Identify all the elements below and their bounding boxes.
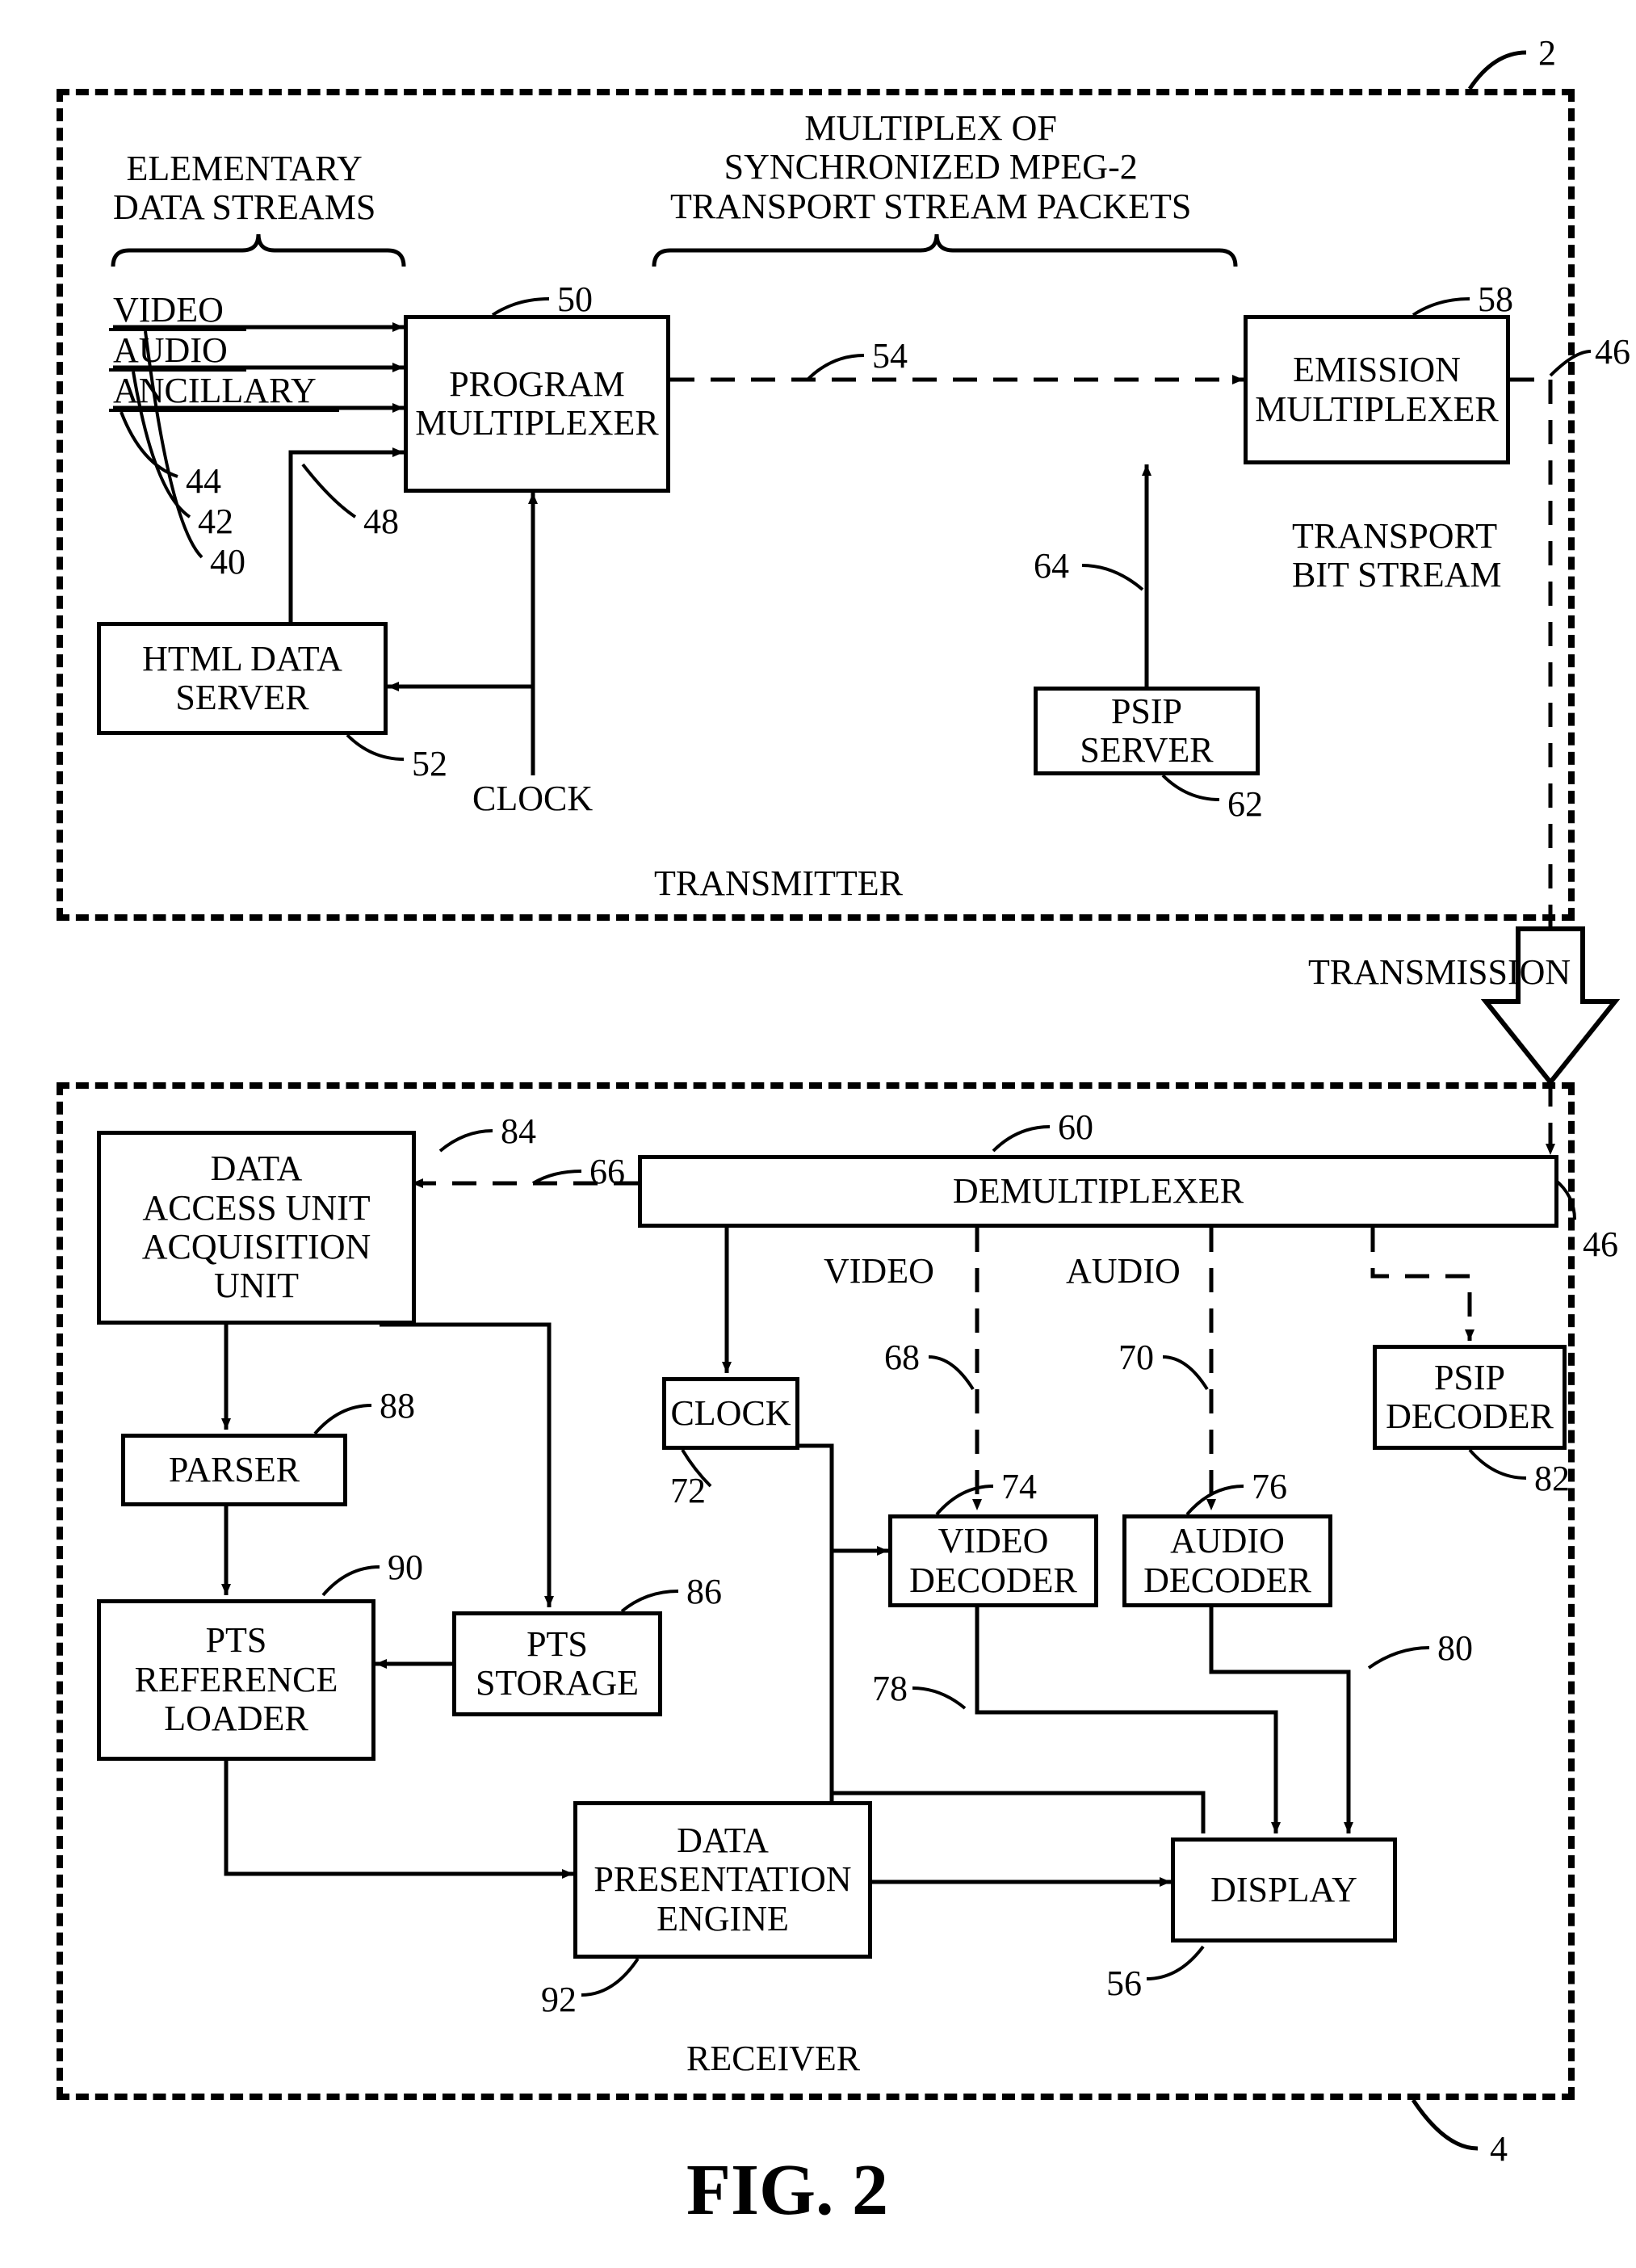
psip-server-label: PSIP SERVER (1080, 692, 1213, 771)
ref-76: 76 (1252, 1466, 1287, 1507)
parser-block: PARSER (121, 1434, 347, 1506)
receiver-title: RECEIVER (686, 2039, 860, 2078)
psip-decoder-block: PSIP DECODER (1373, 1345, 1567, 1450)
ref-62: 62 (1227, 783, 1263, 825)
demux-audio-label: AUDIO (1066, 1252, 1181, 1291)
emission-mux-label: EMISSION MULTIPLEXER (1255, 351, 1499, 429)
ref-66: 66 (589, 1151, 625, 1192)
ref-4: 4 (1490, 2128, 1508, 2169)
ref-64: 64 (1034, 545, 1069, 586)
transmitter-title: TRANSMITTER (654, 864, 903, 903)
input-audio: AUDIO (113, 331, 228, 370)
ref-90: 90 (388, 1547, 423, 1588)
pts-storage-block: PTS STORAGE (452, 1611, 662, 1716)
ref-56: 56 (1106, 1963, 1142, 2004)
ref-40: 40 (210, 541, 245, 582)
ref-44: 44 (186, 460, 221, 502)
transmission-label: TRANSMISSION (1308, 953, 1571, 992)
audio-decoder-block: AUDIO DECODER (1122, 1514, 1332, 1607)
psip-server-block: PSIP SERVER (1034, 687, 1260, 775)
ref-50: 50 (557, 279, 593, 320)
demux-video-label: VIDEO (824, 1252, 934, 1291)
ref-82: 82 (1534, 1458, 1570, 1499)
emission-multiplexer-block: EMISSION MULTIPLEXER (1244, 315, 1510, 464)
ref-48: 48 (363, 501, 399, 542)
header-elementary: ELEMENTARY DATA STREAMS (113, 149, 375, 228)
audio-decoder-label: AUDIO DECODER (1143, 1522, 1311, 1600)
display-block: DISPLAY (1171, 1838, 1397, 1942)
pts-ref-loader-block: PTS REFERENCE LOADER (97, 1599, 375, 1761)
parser-label: PARSER (169, 1451, 300, 1489)
clock-rx-label: CLOCK (670, 1394, 791, 1433)
ref-46-tx: 46 (1595, 331, 1630, 372)
html-data-server-block: HTML DATA SERVER (97, 622, 388, 735)
ref-60: 60 (1058, 1107, 1093, 1148)
figure-title: FIG. 2 (686, 2148, 888, 2232)
ref-58: 58 (1478, 279, 1513, 320)
input-ancillary: ANCILLARY (113, 372, 317, 410)
ref-74: 74 (1001, 1466, 1037, 1507)
ref-52: 52 (412, 743, 447, 784)
diagram-canvas: 2 ELEMENTARY DATA STREAMS MULTIPLEX OF S… (16, 16, 1636, 2252)
ref-42: 42 (198, 501, 233, 542)
data-engine-label: DATA PRESENTATION ENGINE (594, 1821, 851, 1938)
data-acq-block: DATA ACCESS UNIT ACQUISITION UNIT (97, 1131, 416, 1325)
ref-88: 88 (380, 1385, 415, 1426)
data-engine-block: DATA PRESENTATION ENGINE (573, 1801, 872, 1959)
ref-80: 80 (1437, 1628, 1473, 1669)
pts-ref-loader-label: PTS REFERENCE LOADER (135, 1621, 338, 1738)
ref-68: 68 (884, 1337, 920, 1378)
input-video: VIDEO (113, 291, 224, 330)
ref-78: 78 (872, 1668, 908, 1709)
transport-bitstream-label: TRANSPORT BIT STREAM (1292, 517, 1502, 595)
video-decoder-block: VIDEO DECODER (888, 1514, 1098, 1607)
program-multiplexer-block: PROGRAM MULTIPLEXER (404, 315, 670, 493)
ref-2: 2 (1538, 32, 1556, 74)
header-multiplex: MULTIPLEX OF SYNCHRONIZED MPEG-2 TRANSPO… (670, 109, 1191, 226)
ref-92: 92 (541, 1979, 577, 2020)
data-acq-label: DATA ACCESS UNIT ACQUISITION UNIT (142, 1149, 371, 1306)
video-decoder-label: VIDEO DECODER (909, 1522, 1077, 1600)
ref-46-rx: 46 (1583, 1224, 1618, 1265)
clock-block-rx: CLOCK (662, 1377, 799, 1450)
ref-70: 70 (1118, 1337, 1154, 1378)
demux-label: DEMULTIPLEXER (953, 1172, 1244, 1211)
clock-label-tx: CLOCK (472, 779, 593, 818)
html-server-label: HTML DATA SERVER (142, 640, 342, 718)
ref-86: 86 (686, 1571, 722, 1612)
program-mux-label: PROGRAM MULTIPLEXER (415, 365, 659, 443)
demultiplexer-block: DEMULTIPLEXER (638, 1155, 1558, 1228)
psip-decoder-label: PSIP DECODER (1386, 1359, 1554, 1437)
pts-storage-label: PTS STORAGE (476, 1625, 639, 1703)
ref-72: 72 (670, 1470, 706, 1511)
ref-54: 54 (872, 335, 908, 376)
display-label: DISPLAY (1210, 1871, 1357, 1909)
ref-84: 84 (501, 1111, 536, 1152)
